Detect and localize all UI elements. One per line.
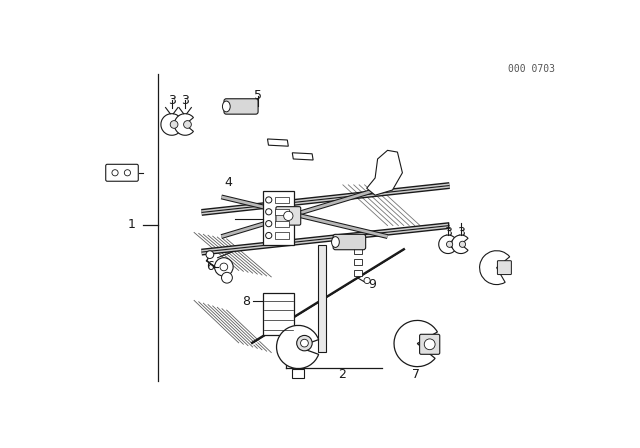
Text: 3: 3 <box>168 94 176 107</box>
Text: 9: 9 <box>369 278 376 291</box>
FancyBboxPatch shape <box>420 334 440 354</box>
Text: 10: 10 <box>121 168 134 178</box>
FancyBboxPatch shape <box>275 220 289 227</box>
Text: 2: 2 <box>338 368 346 381</box>
Text: 000 0703: 000 0703 <box>508 64 555 74</box>
FancyBboxPatch shape <box>354 248 362 254</box>
FancyBboxPatch shape <box>106 164 138 181</box>
Circle shape <box>214 258 233 276</box>
FancyBboxPatch shape <box>292 369 305 378</box>
Text: 3: 3 <box>181 94 189 107</box>
Circle shape <box>206 251 214 258</box>
Wedge shape <box>479 251 509 284</box>
Text: 8: 8 <box>242 295 250 308</box>
Circle shape <box>220 263 228 271</box>
Circle shape <box>170 121 178 128</box>
Circle shape <box>266 233 272 239</box>
Text: 6: 6 <box>206 260 214 273</box>
FancyBboxPatch shape <box>276 207 301 225</box>
Circle shape <box>364 277 370 284</box>
Polygon shape <box>268 139 289 146</box>
Text: 3: 3 <box>457 226 465 239</box>
Circle shape <box>301 339 308 347</box>
Ellipse shape <box>223 101 230 112</box>
Circle shape <box>266 220 272 227</box>
Circle shape <box>124 170 131 176</box>
FancyBboxPatch shape <box>275 233 289 239</box>
Circle shape <box>184 121 191 128</box>
Polygon shape <box>292 153 313 160</box>
Circle shape <box>284 211 293 220</box>
FancyBboxPatch shape <box>262 293 294 335</box>
Circle shape <box>221 272 232 283</box>
Circle shape <box>297 336 312 351</box>
FancyBboxPatch shape <box>275 197 289 203</box>
Text: 7: 7 <box>412 368 420 381</box>
Text: 4: 4 <box>225 176 233 189</box>
Wedge shape <box>452 235 468 254</box>
FancyBboxPatch shape <box>497 261 511 275</box>
Circle shape <box>266 209 272 215</box>
FancyBboxPatch shape <box>318 245 326 352</box>
Text: 5: 5 <box>343 233 351 246</box>
Circle shape <box>460 241 465 247</box>
Wedge shape <box>439 235 455 254</box>
Circle shape <box>424 339 435 350</box>
FancyBboxPatch shape <box>354 270 362 276</box>
Wedge shape <box>174 114 193 135</box>
Circle shape <box>266 197 272 203</box>
FancyBboxPatch shape <box>354 259 362 265</box>
Wedge shape <box>276 325 319 369</box>
Wedge shape <box>161 114 180 135</box>
Ellipse shape <box>332 237 339 247</box>
Circle shape <box>447 241 452 247</box>
Polygon shape <box>367 151 403 195</box>
Text: 5: 5 <box>253 89 262 102</box>
Wedge shape <box>394 320 437 366</box>
Text: 3: 3 <box>444 226 452 239</box>
FancyBboxPatch shape <box>275 209 289 215</box>
FancyBboxPatch shape <box>333 234 365 250</box>
Circle shape <box>112 170 118 176</box>
FancyBboxPatch shape <box>224 99 258 114</box>
Text: 1: 1 <box>128 218 136 231</box>
FancyBboxPatch shape <box>262 191 294 245</box>
